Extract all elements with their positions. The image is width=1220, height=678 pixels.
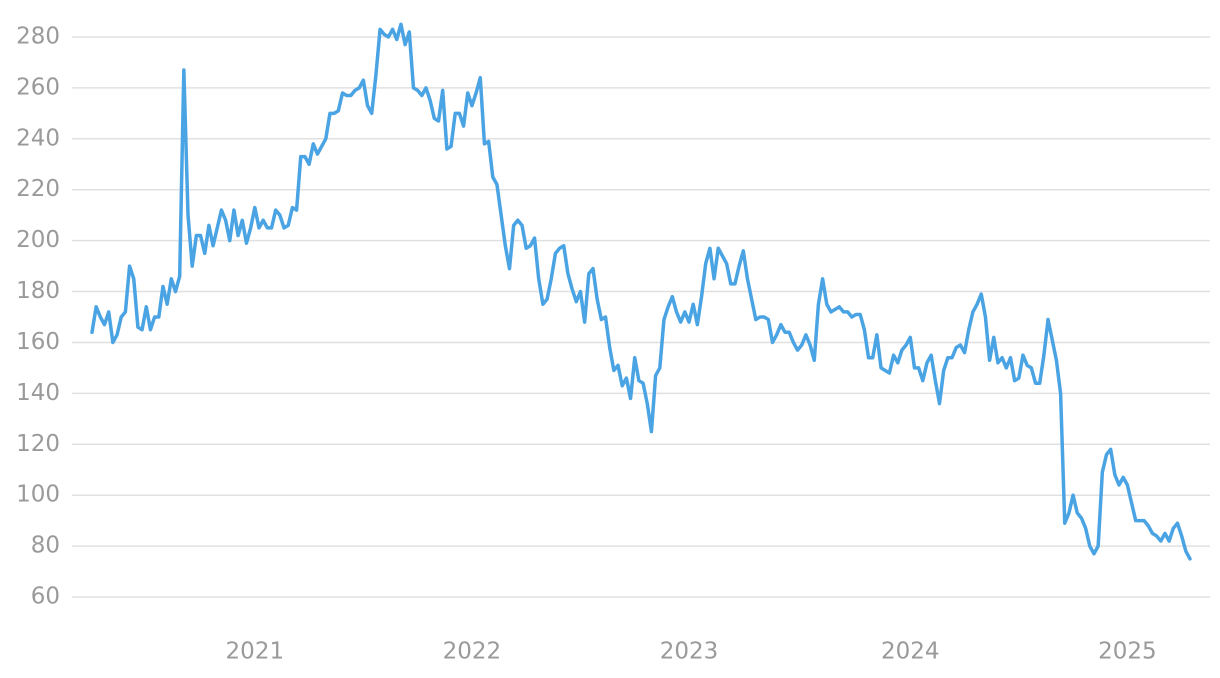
y-tick-label: 120: [16, 431, 60, 457]
y-tick-label: 280: [16, 23, 60, 49]
x-tick-label: 2024: [881, 639, 940, 665]
y-tick-label: 60: [31, 584, 60, 610]
y-tick-label: 100: [16, 482, 60, 508]
x-tick-label: 2021: [226, 639, 285, 665]
x-tick-label: 2022: [443, 639, 502, 665]
data-line: [90, 22, 1192, 561]
y-tick-label: 260: [16, 74, 60, 100]
x-tick-label: 2023: [660, 639, 719, 665]
y-tick-label: 240: [16, 125, 60, 151]
x-tick-label: 2025: [1098, 639, 1157, 665]
y-tick-label: 180: [16, 278, 60, 304]
y-tick-label: 80: [31, 533, 60, 559]
y-tick-label: 160: [16, 329, 60, 355]
y-tick-label: 200: [16, 227, 60, 253]
y-tick-label: 220: [16, 176, 60, 202]
y-tick-label: 140: [16, 380, 60, 406]
